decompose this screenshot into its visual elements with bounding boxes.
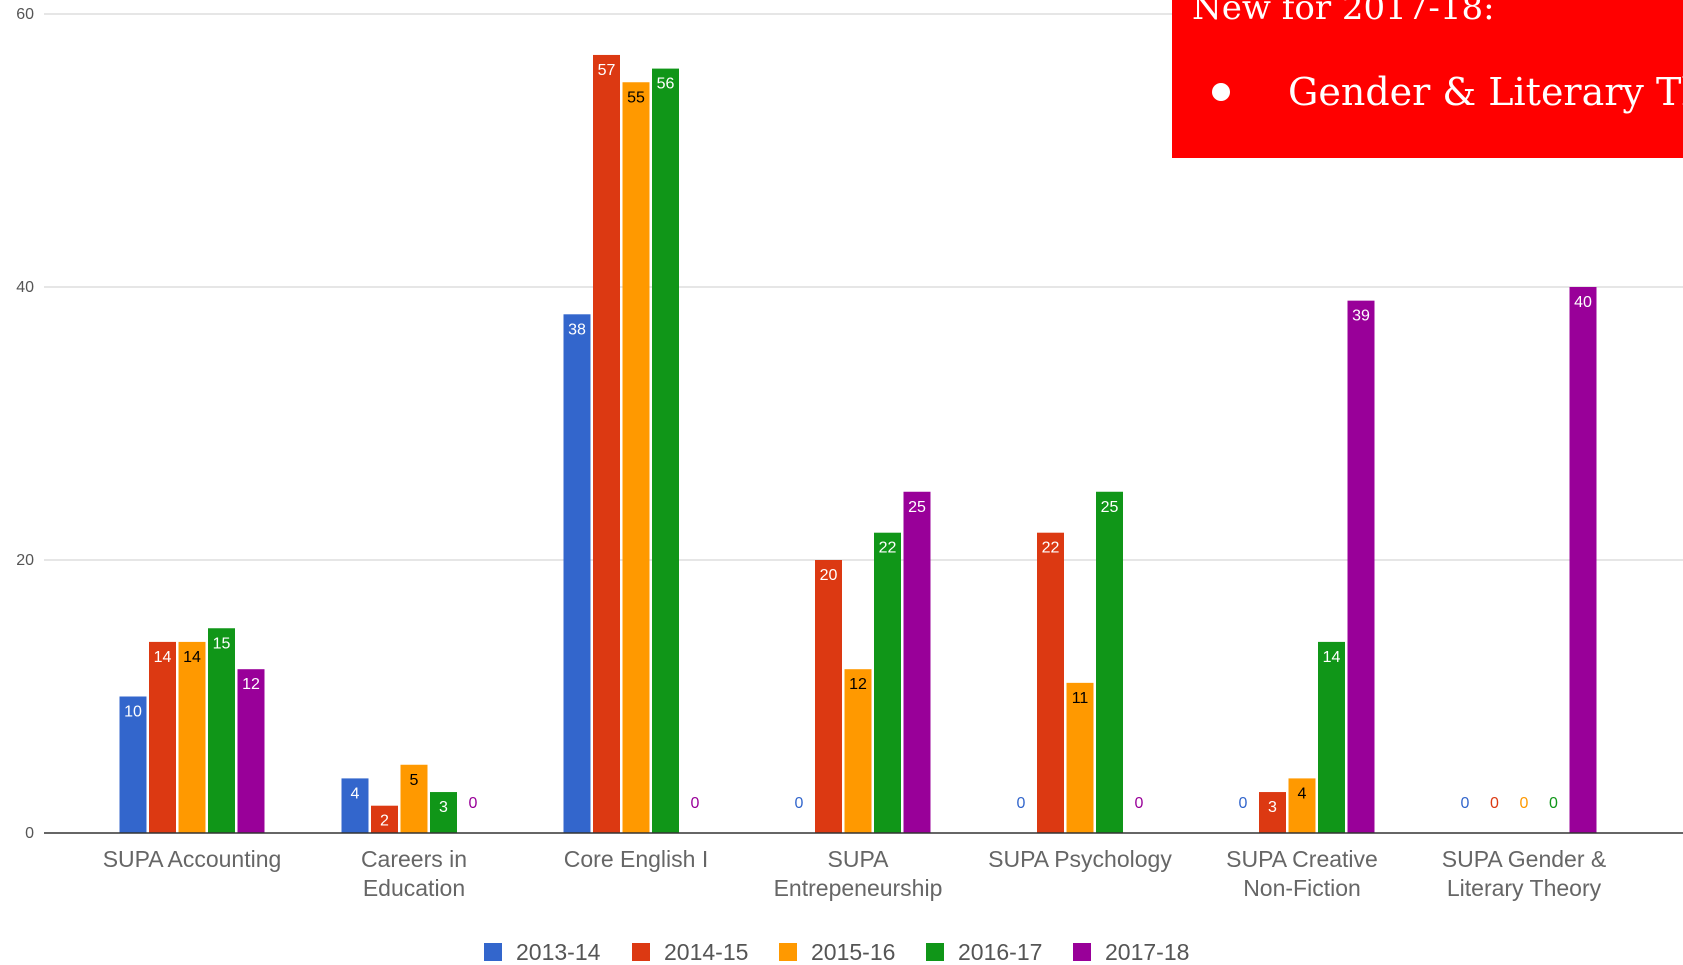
bar — [208, 628, 235, 833]
bar — [1318, 641, 1345, 833]
data-label: 11 — [1072, 690, 1089, 707]
y-axis-ticks: 0 20 40 60 — [16, 6, 34, 842]
bar — [563, 314, 591, 833]
data-label: 22 — [879, 540, 897, 557]
x-category-label: Core English I — [564, 846, 708, 872]
data-label: 22 — [1042, 540, 1060, 557]
y-tick-label: 60 — [16, 6, 34, 23]
data-label: 0 — [1135, 795, 1144, 812]
bar — [237, 669, 265, 833]
x-category-label: Literary Theory — [1447, 875, 1602, 901]
legend-label: 2014-15 — [664, 939, 748, 965]
bar — [815, 560, 842, 833]
bars — [119, 54, 1597, 834]
callout-title: New for 2017-18: — [1192, 0, 1495, 28]
new-course-callout: New for 2017-18: Gender & Literary Theor… — [1172, 0, 1683, 158]
x-category-label: SUPA Psychology — [988, 846, 1172, 872]
bar — [400, 764, 428, 833]
legend-swatch — [484, 943, 502, 961]
data-label: 0 — [691, 795, 700, 812]
bar — [178, 641, 206, 833]
bar — [652, 68, 679, 834]
bar — [430, 792, 457, 833]
x-category-label: SUPA Gender & — [1442, 846, 1607, 872]
data-label: 12 — [849, 676, 867, 693]
x-category-label: Education — [363, 875, 465, 901]
data-label: 39 — [1352, 308, 1370, 325]
bar — [903, 491, 931, 833]
bar — [874, 532, 901, 833]
legend-swatch — [779, 943, 797, 961]
data-label: 3 — [439, 799, 448, 816]
bullet-icon — [1212, 83, 1230, 101]
legend-swatch — [1073, 943, 1091, 961]
bar — [1066, 682, 1094, 833]
legend-swatch — [632, 943, 650, 961]
bar — [1347, 300, 1375, 833]
data-label: 0 — [1461, 795, 1470, 812]
data-label: 56 — [657, 76, 675, 93]
data-label: 0 — [1520, 795, 1529, 812]
data-label: 14 — [183, 649, 201, 666]
data-label: 20 — [820, 567, 838, 584]
bar — [622, 82, 650, 833]
data-label: 4 — [1298, 785, 1307, 802]
x-category-label: SUPA Accounting — [103, 846, 282, 872]
data-label: 14 — [154, 649, 172, 666]
data-label: 40 — [1574, 294, 1592, 311]
bar — [1037, 532, 1064, 833]
data-label: 0 — [1549, 795, 1558, 812]
x-category-label: Careers in — [361, 846, 467, 872]
bar — [1569, 287, 1597, 833]
y-tick-label: 40 — [16, 279, 34, 296]
legend: 2013-14 2014-15 2015-16 2016-17 2017-18 — [484, 939, 1189, 965]
bar — [149, 641, 176, 833]
legend-label: 2013-14 — [516, 939, 601, 965]
bar — [593, 54, 620, 833]
bar — [341, 778, 369, 833]
legend-label: 2017-18 — [1105, 939, 1189, 965]
data-label: 57 — [598, 62, 616, 79]
callout-item-text: Gender & Literary Theory — [1288, 70, 1683, 114]
data-label: 12 — [242, 676, 260, 693]
bar — [371, 805, 398, 833]
data-label: 5 — [410, 772, 419, 789]
x-axis-category-labels: SUPA Accounting Careers in Education Core E… — [103, 846, 1607, 901]
data-label: 14 — [1323, 649, 1341, 666]
bar — [1288, 778, 1316, 833]
callout-list-item: Gender & Literary Theory — [1212, 70, 1683, 114]
y-tick-label: 20 — [16, 552, 34, 569]
data-label: 2 — [380, 813, 389, 830]
data-label: 0 — [1017, 795, 1026, 812]
data-label: 3 — [1268, 799, 1277, 816]
y-tick-label: 0 — [25, 825, 34, 842]
data-label: 0 — [795, 795, 804, 812]
data-label: 0 — [1239, 795, 1248, 812]
data-label: 10 — [124, 704, 142, 721]
x-category-label: Entrepeneurship — [774, 875, 943, 901]
bar — [119, 696, 147, 833]
legend-label: 2015-16 — [811, 939, 895, 965]
legend-swatch — [926, 943, 944, 961]
data-label: 0 — [469, 795, 478, 812]
bar — [1096, 491, 1123, 833]
data-label: 15 — [213, 635, 231, 652]
data-label: 25 — [908, 499, 926, 516]
data-label: 55 — [627, 89, 645, 106]
data-label: 25 — [1101, 499, 1119, 516]
x-category-label: Non-Fiction — [1243, 875, 1361, 901]
x-category-label: SUPA — [828, 846, 890, 872]
bar — [844, 669, 872, 833]
x-category-label: SUPA Creative — [1226, 846, 1378, 872]
bar — [1259, 792, 1286, 833]
data-label: 38 — [568, 321, 586, 338]
legend-label: 2016-17 — [958, 939, 1042, 965]
data-label: 0 — [1490, 795, 1499, 812]
data-label: 4 — [351, 785, 360, 802]
